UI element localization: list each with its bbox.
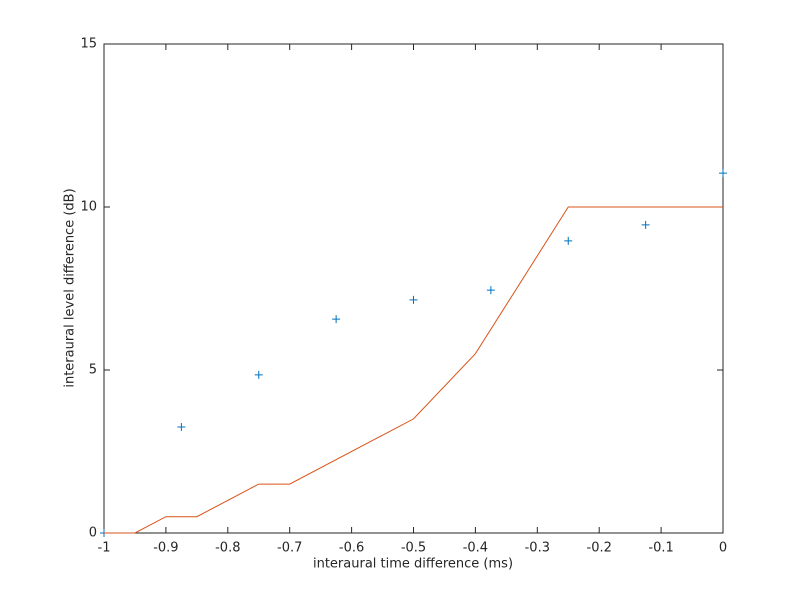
x-tick-label: -0.6 [339,541,364,556]
scatter-point [486,286,495,295]
x-tick-label: -0.2 [587,541,612,556]
x-tick-label: -0.9 [153,541,178,556]
x-tick-label: -0.7 [277,541,302,556]
x-tick-label: 0 [719,541,727,556]
y-tick-label: 0 [89,526,97,541]
x-tick-label: -1 [98,541,111,556]
x-tick-label: -0.1 [648,541,673,556]
x-axis-label: interaural time difference (ms) [313,557,513,572]
y-tick-label: 15 [80,37,97,52]
scatter-point [332,315,341,324]
scatter-point [254,370,263,379]
scatter-point [719,169,727,178]
y-tick-label: 10 [80,200,97,215]
scatter-point [409,295,418,304]
scatter-point [177,423,186,432]
x-tick-label: -0.4 [463,541,488,556]
x-tick-label: -0.5 [401,541,426,556]
x-tick-label: -0.8 [215,541,240,556]
scatter-point [641,220,650,229]
plot-box [103,43,724,534]
y-tick-label: 5 [89,363,97,378]
line [104,206,723,534]
y-axis-label: interaural level difference (dB) [63,188,78,387]
scatter-point [564,236,573,245]
x-tick-label: -0.3 [525,541,550,556]
